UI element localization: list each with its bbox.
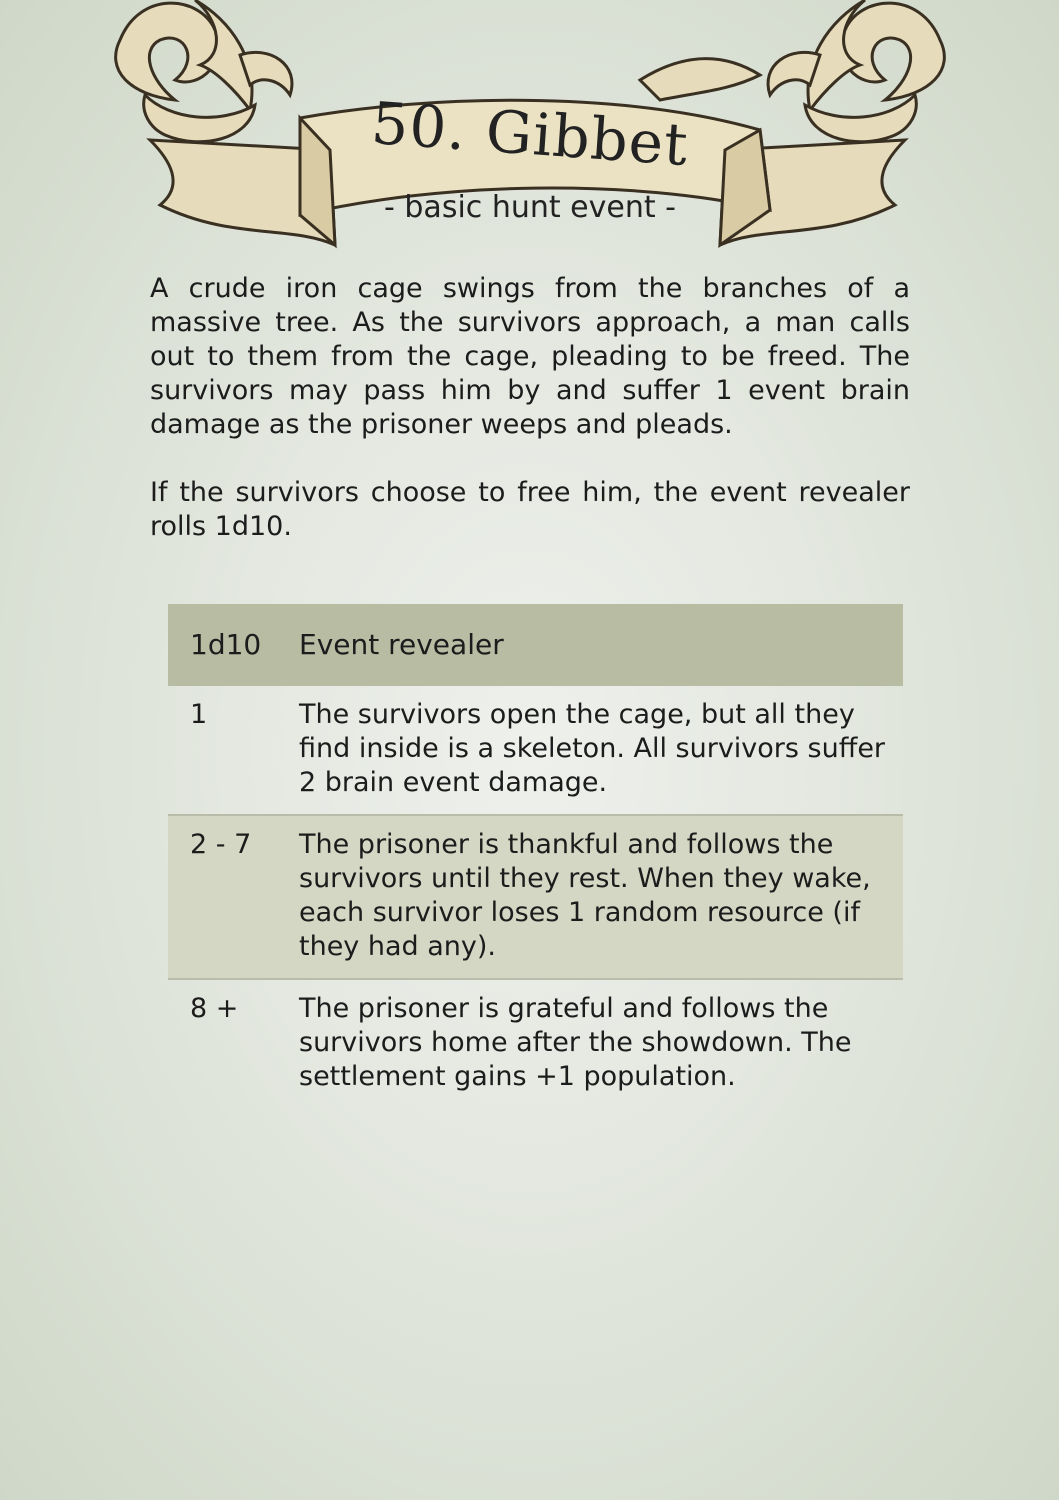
description-paragraph: If the survivors choose to free him, the… [150,477,910,542]
page-subtitle: - basic hunt event - [384,190,676,225]
table-header-row: 1d10 Event revealer [168,604,903,686]
table-row: 2 - 7 The prisoner is thankful and follo… [168,816,903,980]
roll-value: 1 [190,699,208,730]
header-result: Event revealer [299,628,504,661]
header-roll: 1d10 [190,628,262,661]
roll-result: The prisoner is grateful and follows the… [299,993,852,1092]
roll-value: 8 + [190,993,239,1024]
table-row: 1 The survivors open the cage, but all t… [168,686,903,816]
table-row: 8 + The prisoner is grateful and follows… [168,980,903,1108]
description-paragraph: A crude iron cage swings from the branch… [150,273,910,440]
roll-table: 1d10 Event revealer 1 The survivors open… [168,604,903,1108]
roll-result: The prisoner is thankful and follows the… [299,829,871,962]
ornamental-scroll-banner [114,0,946,249]
title-banner: 50. Gibbet - basic hunt event - [0,0,1059,260]
roll-result: The survivors open the cage, but all the… [299,699,886,798]
event-description: A crude iron cage swings from the branch… [150,272,910,578]
roll-value: 2 - 7 [190,829,252,860]
